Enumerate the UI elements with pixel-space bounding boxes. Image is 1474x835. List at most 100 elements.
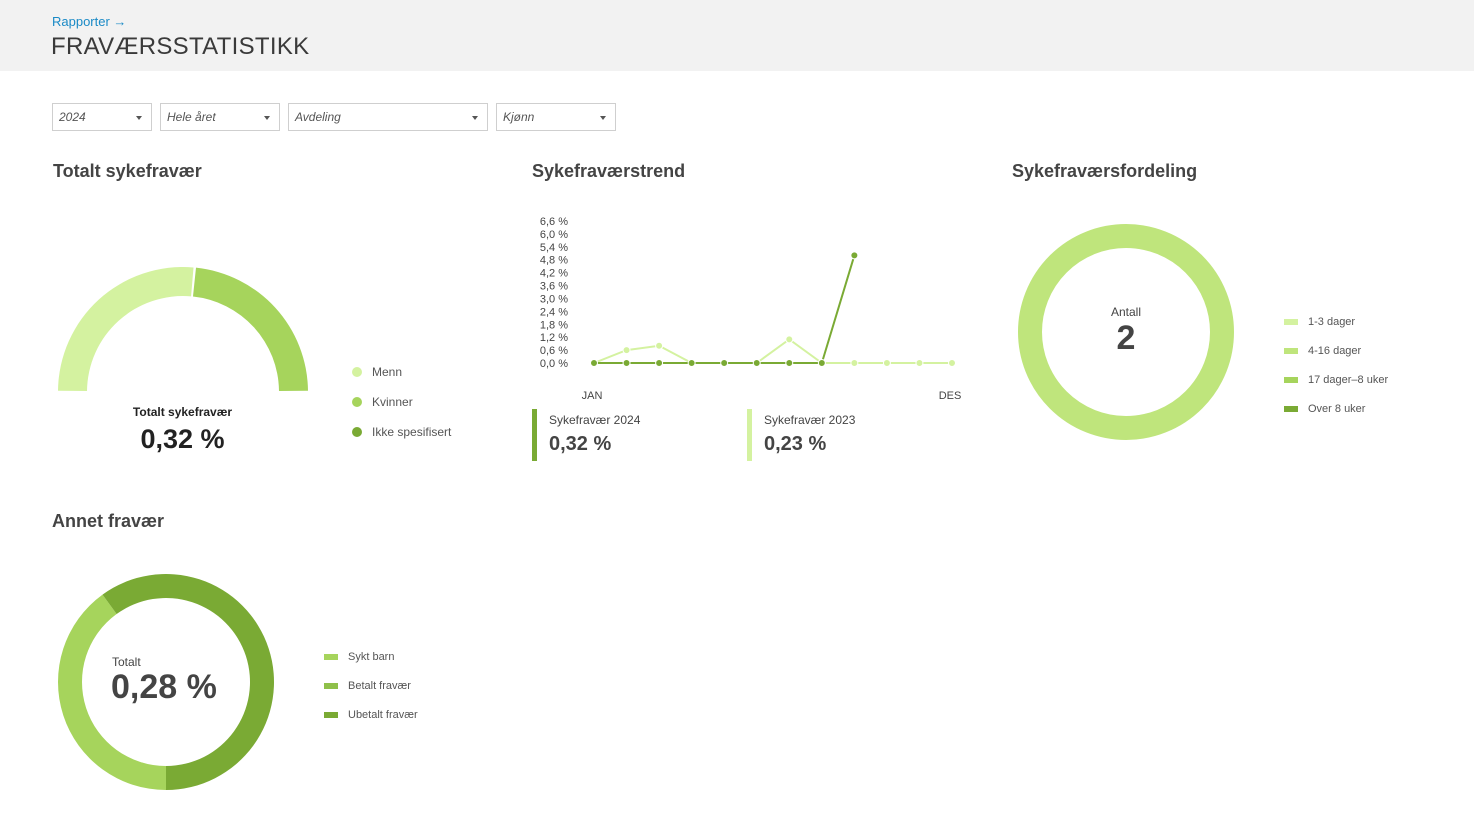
- legend-label: Over 8 uker: [1308, 403, 1366, 415]
- data-point[interactable]: [590, 359, 598, 367]
- total-sick-title: Totalt sykefravær: [53, 161, 202, 181]
- legend-item-17-dager-8-uker: 17 dager–8 uker: [1284, 374, 1388, 386]
- legend-label: 4-16 dager: [1308, 345, 1362, 357]
- series-line-sykefravær-2024: [594, 255, 856, 364]
- legend-label: Menn: [372, 365, 403, 379]
- data-point[interactable]: [882, 359, 891, 367]
- legend-swatch: [1284, 377, 1298, 383]
- trend-line-chart: 0,0 %0,6 %1,2 %1,8 %2,4 %3,0 %3,6 %4,2 %…: [540, 216, 961, 402]
- trend-card-2023-value: 0,23 %: [764, 433, 827, 455]
- data-point[interactable]: [687, 359, 696, 367]
- y-tick-label: 4,8 %: [540, 255, 568, 267]
- trend-card-2024: Sykefravær 2024 0,32 %: [532, 409, 640, 461]
- legend-item-sykt-barn: Sykt barn: [324, 651, 394, 663]
- other-absence-donut-chart: [58, 574, 274, 790]
- legend-item-4-16-dager: 4-16 dager: [1284, 345, 1361, 357]
- data-point[interactable]: [948, 359, 956, 367]
- other-absence-title: Annet fravær: [52, 511, 165, 531]
- data-point[interactable]: [850, 251, 859, 260]
- trend-card-2023: Sykefravær 2023 0,23 %: [747, 409, 855, 461]
- other-center-value: 0,28 %: [111, 668, 217, 706]
- y-tick-label: 5,4 %: [540, 242, 568, 254]
- data-point[interactable]: [817, 359, 826, 367]
- legend-item-1-3-dager: 1-3 dager: [1284, 316, 1355, 328]
- trend-title: Sykefraværstrend: [532, 161, 686, 181]
- legend-swatch: [352, 367, 362, 377]
- legend-item-over-8-uker: Over 8 uker: [1284, 403, 1365, 415]
- distribution-center-label: Antall: [1110, 305, 1142, 319]
- gauge-center-label: Totalt sykefravær: [132, 405, 233, 419]
- legend-label: Ubetalt fravær: [348, 709, 418, 721]
- donut-segment-4-16-dager[interactable]: [1018, 224, 1234, 440]
- page-title: FRAVÆRSSTATISTIKK: [51, 33, 310, 60]
- chevron-down-icon: [600, 116, 606, 120]
- legend-swatch: [1284, 406, 1298, 412]
- gauge-segment-menn: [58, 267, 194, 392]
- gauge-segment-kvinner: [192, 267, 308, 392]
- data-point[interactable]: [850, 359, 859, 367]
- y-tick-label: 4,2 %: [540, 268, 568, 280]
- legend-label: Ikke spesifisert: [372, 425, 452, 439]
- period-select-value: Hele året: [167, 110, 216, 124]
- total-sick-gauge-chart: [58, 267, 308, 392]
- department-select-value: Avdeling: [295, 110, 341, 124]
- data-point[interactable]: [622, 359, 631, 367]
- legend-swatch: [352, 397, 362, 407]
- data-point[interactable]: [785, 359, 794, 367]
- gauge-center-value: 0,32 %: [140, 424, 225, 454]
- gender-select-value: Kjønn: [503, 110, 535, 124]
- legend-swatch: [352, 427, 362, 437]
- data-point[interactable]: [655, 359, 664, 367]
- y-tick-label: 1,2 %: [540, 332, 568, 344]
- year-select-value: 2024: [59, 110, 86, 124]
- distribution-title: Sykefraværsfordeling: [1012, 161, 1198, 181]
- x-tick-label-start: JAN: [582, 390, 603, 402]
- department-select[interactable]: Avdeling: [288, 103, 488, 131]
- series-line-sykefravær-2023: [593, 338, 952, 364]
- chevron-down-icon: [472, 116, 478, 120]
- legend-swatch: [324, 712, 338, 718]
- trend-card-2024-value: 0,32 %: [549, 433, 612, 455]
- y-tick-label: 2,4 %: [540, 306, 568, 318]
- data-point[interactable]: [785, 335, 794, 344]
- legend-swatch: [1284, 319, 1298, 325]
- data-point[interactable]: [655, 341, 664, 350]
- legend-swatch: [324, 683, 338, 689]
- legend-label: 17 dager–8 uker: [1308, 374, 1389, 386]
- data-point[interactable]: [915, 359, 924, 367]
- trend-card-2023-label: Sykefravær 2023: [764, 413, 856, 427]
- donut-segment-sykt-barn[interactable]: [58, 594, 166, 790]
- y-tick-label: 3,0 %: [540, 293, 568, 305]
- legend-label: Sykt barn: [348, 651, 395, 663]
- y-tick-label: 3,6 %: [540, 281, 568, 293]
- distribution-center-value: 2: [1116, 319, 1136, 357]
- trend-card-2024-label: Sykefravær 2024: [549, 413, 641, 427]
- chevron-down-icon: [264, 116, 270, 120]
- y-tick-label: 6,6 %: [540, 216, 568, 228]
- page-header: Rapporter → FRAVÆRSSTATISTIKK: [0, 0, 1474, 71]
- legend-item-ubetalt-fravaer: Ubetalt fravær: [324, 709, 418, 721]
- legend-item-ikke-spesifisert: Ikke spesifisert: [352, 425, 451, 439]
- legend-label: Kvinner: [372, 395, 413, 409]
- other-center-label: Totalt: [112, 655, 141, 669]
- y-tick-label: 6,0 %: [540, 229, 568, 241]
- legend-swatch: [324, 654, 338, 660]
- y-tick-label: 1,8 %: [540, 319, 568, 331]
- legend-item-kvinner: Kvinner: [352, 395, 413, 409]
- year-select[interactable]: 2024: [52, 103, 152, 131]
- data-point[interactable]: [622, 346, 631, 355]
- distribution-donut-chart: [1018, 224, 1234, 440]
- period-select[interactable]: Hele året: [160, 103, 280, 131]
- y-tick-label: 0,0 %: [540, 358, 568, 370]
- legend-item-menn: Menn: [352, 365, 402, 379]
- legend-item-betalt-fravaer: Betalt fravær: [324, 680, 411, 692]
- chevron-down-icon: [136, 116, 142, 120]
- breadcrumb-rapporter-link[interactable]: Rapporter →: [52, 14, 127, 29]
- y-tick-label: 0,6 %: [540, 345, 568, 357]
- legend-label: 1-3 dager: [1308, 316, 1356, 328]
- donut-segment-ubetalt-fravær[interactable]: [102, 574, 274, 790]
- data-point[interactable]: [720, 359, 729, 367]
- legend-label: Betalt fravær: [348, 680, 411, 692]
- gender-select[interactable]: Kjønn: [496, 103, 616, 131]
- data-point[interactable]: [752, 359, 761, 367]
